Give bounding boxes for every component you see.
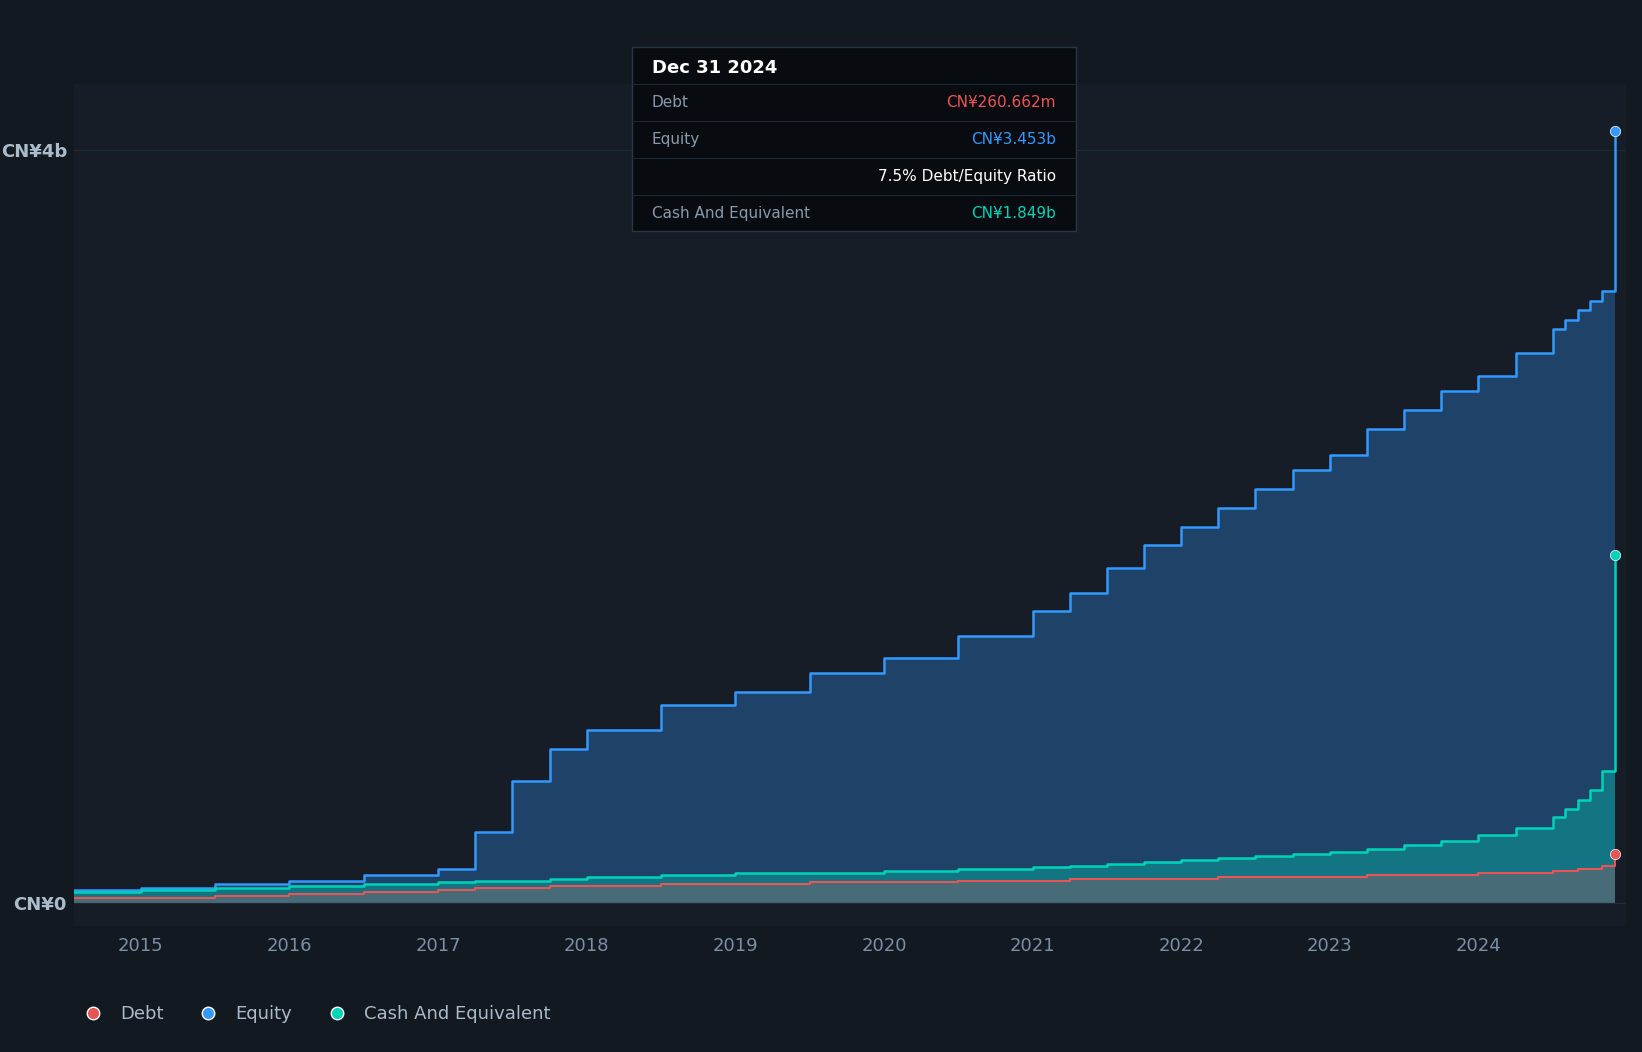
Text: CN¥3.453b: CN¥3.453b — [970, 132, 1056, 147]
Text: CN¥1.849b: CN¥1.849b — [970, 205, 1056, 221]
Text: Dec 31 2024: Dec 31 2024 — [652, 59, 777, 77]
Point — [1603, 123, 1629, 140]
Legend: Debt, Equity, Cash And Equivalent: Debt, Equity, Cash And Equivalent — [67, 998, 558, 1030]
Point — [1603, 846, 1629, 863]
Text: Cash And Equivalent: Cash And Equivalent — [652, 205, 810, 221]
Text: 7.5% Debt/Equity Ratio: 7.5% Debt/Equity Ratio — [878, 168, 1056, 184]
Text: Equity: Equity — [652, 132, 699, 147]
Text: CN¥260.662m: CN¥260.662m — [946, 95, 1056, 110]
Point — [1603, 546, 1629, 563]
Text: Debt: Debt — [652, 95, 690, 110]
